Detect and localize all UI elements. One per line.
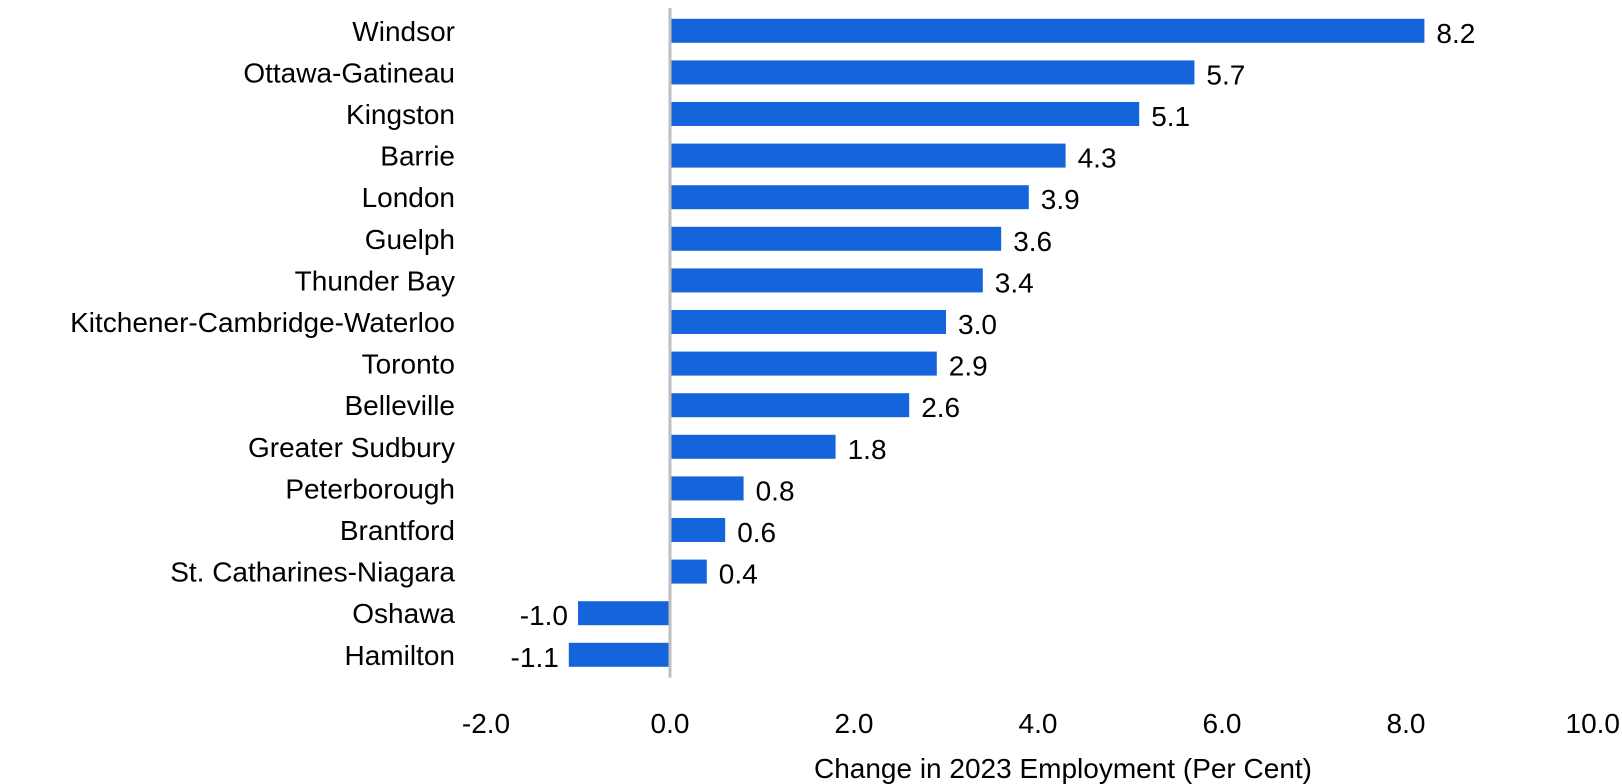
category-label: Thunder Bay [295,265,455,296]
bars-layer [568,18,1425,667]
data-label: 5.7 [1206,59,1245,90]
category-label: Windsor [352,16,455,47]
x-tick-label: -2.0 [462,708,510,739]
bar-hamilton [568,642,670,667]
data-label: 1.8 [848,434,887,465]
category-label: Ottawa-Gatineau [243,57,455,88]
data-label: 2.6 [921,392,960,423]
x-axis-tick-labels: -2.0 0.0 2.0 4.0 6.0 8.0 10.0 [462,708,1620,739]
data-label: 0.4 [719,559,758,590]
data-label: -1.0 [520,600,568,631]
data-label: 3.6 [1013,226,1052,257]
category-label: Peterborough [285,473,455,504]
category-label: Barrie [380,141,455,172]
x-tick-label: 6.0 [1203,708,1242,739]
bar-belleville [670,393,910,418]
category-label: Hamilton [345,640,455,671]
data-label: 3.9 [1041,184,1080,215]
category-label: Belleville [345,390,456,421]
data-label: 3.0 [958,309,997,340]
category-label: London [362,182,455,213]
bar-kingston [670,102,1140,126]
data-label: 3.4 [995,267,1034,298]
data-label: -1.1 [511,642,559,673]
category-label: Oshawa [352,598,455,629]
category-label: St. Catharines-Niagara [170,557,455,588]
x-tick-label: 4.0 [1019,708,1058,739]
category-label: Brantford [340,515,455,546]
data-label: 0.8 [756,475,795,506]
bar-peterborough [670,476,744,501]
x-axis-title: Change in 2023 Employment (Per Cent) [814,753,1312,784]
bar-brantford [670,518,726,542]
x-tick-label: 0.0 [651,708,690,739]
data-label: 5.1 [1151,101,1190,132]
x-tick-label: 8.0 [1387,708,1426,739]
bar-kitchener-cambridge-waterloo [670,310,946,334]
category-labels: Windsor Ottawa-Gatineau Kingston Barrie Lond… [70,16,455,671]
bar-greater-sudbury [670,434,836,459]
category-label: Guelph [365,224,455,255]
data-label: 2.9 [949,351,988,382]
bar-ottawa-gatineau [670,60,1195,85]
bar-guelph [670,226,1002,251]
data-label: 0.6 [737,517,776,548]
bar-st-catharines-niagara [670,559,707,584]
bar-thunder-bay [670,268,983,293]
bar-barrie [670,143,1066,168]
bar-windsor [670,18,1425,43]
data-label: 4.3 [1078,143,1117,174]
category-label: Kingston [346,99,455,130]
category-label: Toronto [362,349,455,380]
data-label: 8.2 [1436,18,1475,49]
category-label: Greater Sudbury [248,432,455,463]
bar-oshawa [578,601,670,626]
bar-london [670,185,1029,210]
value-labels: 8.2 5.7 5.1 4.3 3.9 3.6 3.4 3.0 2.9 2.6 1.8 0.8 0.6 0… [511,18,1476,673]
bar-toronto [670,351,937,376]
x-tick-label: 10.0 [1566,708,1621,739]
category-label: Kitchener-Cambridge-Waterloo [70,307,455,338]
x-tick-label: 2.0 [835,708,874,739]
